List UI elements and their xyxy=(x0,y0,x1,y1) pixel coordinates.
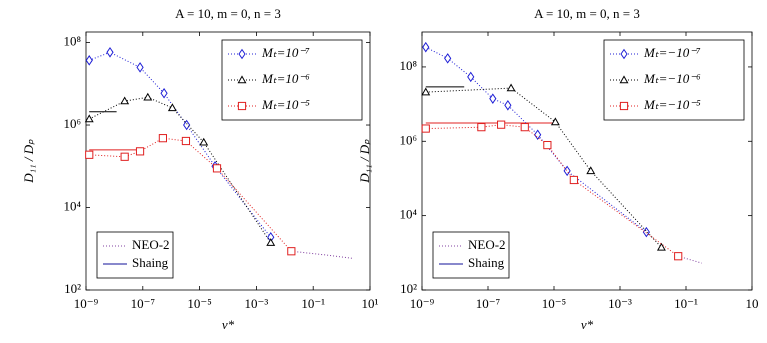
legend-label: Shaing xyxy=(132,255,169,270)
marker xyxy=(237,101,247,111)
x-tick-label: 10⁻¹ xyxy=(301,296,325,311)
marker xyxy=(84,114,94,123)
x-tick-label: 10⁻⁹ xyxy=(410,296,435,311)
marker xyxy=(674,252,683,261)
chart-title: A = 10, m = 0, n = 3 xyxy=(175,6,281,21)
series-line xyxy=(88,96,272,243)
y-tick-label: 10⁴ xyxy=(63,198,81,213)
plot-frame xyxy=(85,31,371,291)
marker xyxy=(563,165,571,177)
y-tick-label: 10² xyxy=(64,281,81,296)
marker xyxy=(136,62,144,73)
marker xyxy=(106,46,114,58)
y-tick-label: 10² xyxy=(400,281,417,296)
marker xyxy=(497,120,506,129)
marker xyxy=(477,123,486,132)
x-tick-label: 10⁻⁷ xyxy=(476,296,500,311)
marker xyxy=(85,150,94,159)
legend-label: Shaing xyxy=(468,255,505,270)
marker xyxy=(421,87,431,96)
marker xyxy=(534,129,542,141)
marker xyxy=(266,238,276,246)
y-tick-label: 10⁴ xyxy=(399,207,417,222)
marker xyxy=(489,93,497,104)
marker xyxy=(158,134,167,143)
neo2-line xyxy=(678,255,702,264)
y-tick-label: 10⁶ xyxy=(63,116,81,131)
marker xyxy=(160,87,168,99)
y-tick-label: 10⁸ xyxy=(399,58,417,73)
x-axis-label: ν* xyxy=(222,317,235,332)
legend-label: Mₜ=−10⁻⁷ xyxy=(643,45,701,60)
legend-label: Mₜ=−10⁻⁶ xyxy=(643,71,701,86)
marker xyxy=(642,226,650,238)
x-tick-label: 10¹ xyxy=(362,296,379,311)
legend-label: Mₜ=10⁻⁵ xyxy=(261,97,310,112)
x-axis-label: ν* xyxy=(581,317,594,332)
series-line xyxy=(425,46,647,233)
marker xyxy=(143,92,153,101)
legend-label: Mₜ=10⁻⁷ xyxy=(261,45,310,60)
marker xyxy=(287,247,296,256)
plot-frame xyxy=(421,31,753,291)
marker xyxy=(120,96,130,105)
legend-box xyxy=(96,231,174,279)
neo2-line xyxy=(291,250,352,259)
marker xyxy=(586,166,596,175)
legend-label: NEO-2 xyxy=(468,237,506,252)
legend-label: Mₜ=10⁻⁶ xyxy=(261,71,310,86)
marker xyxy=(181,136,191,146)
marker xyxy=(506,83,516,92)
x-tick-label: 10⁻⁷ xyxy=(131,296,155,311)
marker xyxy=(619,75,629,84)
marker xyxy=(656,242,666,251)
marker xyxy=(135,147,145,156)
marker xyxy=(619,101,629,111)
legend-label: NEO-2 xyxy=(132,237,170,252)
marker xyxy=(422,41,430,53)
legend-label: Mₜ=−10⁻⁵ xyxy=(643,97,701,112)
x-tick-label: 10⁻³ xyxy=(245,296,269,311)
marker xyxy=(183,119,191,131)
marker xyxy=(444,53,452,64)
y-tick-label: 10⁶ xyxy=(399,132,417,147)
marker xyxy=(85,55,93,66)
marker xyxy=(543,140,552,150)
x-tick-label: 10⁻³ xyxy=(608,296,632,311)
y-tick-label: 10⁸ xyxy=(63,34,81,49)
marker xyxy=(238,48,246,60)
legend-box xyxy=(432,231,510,279)
marker xyxy=(520,123,529,132)
x-tick-label: 10 xyxy=(746,296,759,311)
marker xyxy=(120,152,129,161)
marker xyxy=(212,164,222,173)
marker xyxy=(550,117,560,126)
y-axis-label: D₁₁ / Dₚ xyxy=(21,139,36,184)
x-tick-label: 10⁻⁹ xyxy=(74,296,99,311)
x-tick-label: 10⁻⁵ xyxy=(187,296,211,311)
marker xyxy=(620,48,628,60)
x-tick-label: 10⁻⁵ xyxy=(542,296,566,311)
marker xyxy=(569,175,578,185)
marker xyxy=(199,137,209,146)
chart-title: A = 10, m = 0, n = 3 xyxy=(534,6,640,21)
y-axis-label: D₁₁ / Dₚ xyxy=(357,139,372,184)
marker xyxy=(237,75,247,84)
marker xyxy=(167,103,177,112)
x-tick-label: 10⁻¹ xyxy=(674,296,698,311)
marker xyxy=(504,99,512,111)
marker xyxy=(467,71,475,83)
marker xyxy=(421,124,430,133)
